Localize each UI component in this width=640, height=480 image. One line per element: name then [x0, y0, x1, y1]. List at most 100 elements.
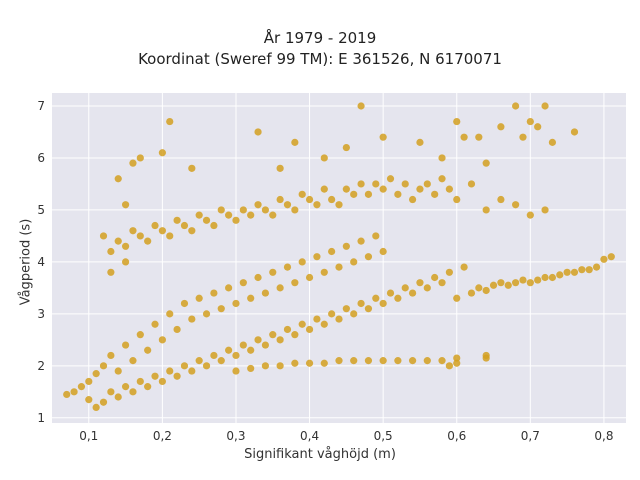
data-point: [276, 362, 284, 370]
data-point: [136, 331, 144, 339]
data-point: [335, 201, 343, 209]
data-point: [166, 232, 174, 240]
y-axis-label: Vågperiod (s): [18, 218, 34, 306]
data-point: [202, 362, 211, 370]
data-point: [144, 237, 152, 245]
data-point: [364, 190, 373, 198]
data-point: [320, 359, 328, 367]
data-point: [114, 175, 122, 183]
data-point: [188, 227, 196, 235]
data-point: [114, 237, 122, 245]
data-point: [512, 279, 520, 287]
data-point: [438, 357, 446, 365]
data-point: [254, 128, 262, 136]
data-point: [283, 201, 292, 209]
data-point: [497, 195, 505, 204]
data-point: [291, 331, 299, 339]
data-point: [416, 138, 424, 146]
y-tick-label: 6: [37, 151, 45, 165]
data-point: [305, 325, 314, 334]
data-point: [372, 180, 380, 188]
data-point: [526, 117, 534, 126]
y-tick-label: 4: [37, 255, 45, 269]
data-point: [247, 364, 255, 373]
data-point: [570, 268, 579, 276]
data-point: [438, 175, 446, 183]
data-point: [232, 299, 240, 308]
data-point: [335, 315, 343, 323]
data-point: [210, 289, 218, 297]
y-tick-label: 2: [37, 359, 45, 373]
data-point: [107, 351, 115, 360]
data-point: [121, 242, 130, 250]
data-point: [578, 266, 586, 274]
data-point: [453, 195, 461, 204]
x-tick-label: 0,6: [447, 429, 466, 443]
data-point: [335, 263, 343, 271]
data-point: [121, 341, 130, 349]
data-point: [225, 211, 233, 219]
data-point: [357, 180, 365, 188]
data-point: [519, 133, 527, 141]
data-point: [445, 268, 453, 276]
data-point: [342, 305, 350, 313]
data-point: [261, 362, 270, 370]
x-tick-label: 0,3: [226, 429, 245, 443]
data-point: [401, 284, 409, 292]
data-point: [225, 346, 233, 354]
data-point: [63, 390, 71, 399]
data-point: [99, 232, 108, 240]
data-point: [129, 388, 137, 396]
data-point: [269, 331, 277, 339]
data-point: [357, 299, 365, 308]
data-point: [232, 351, 240, 360]
data-point: [313, 201, 321, 209]
data-point: [99, 398, 108, 406]
data-point: [431, 273, 439, 282]
y-tick-label: 1: [37, 411, 45, 425]
data-point: [526, 211, 534, 219]
data-point: [136, 377, 144, 386]
data-point: [357, 237, 365, 245]
data-point: [504, 281, 512, 289]
data-point: [144, 346, 152, 354]
data-point: [247, 294, 255, 302]
data-point: [313, 253, 321, 261]
data-point: [239, 279, 247, 287]
grid-lines: [52, 93, 626, 423]
data-point: [350, 190, 358, 198]
data-point: [320, 185, 328, 193]
data-point: [592, 263, 601, 271]
data-point: [607, 253, 615, 261]
data-point: [379, 185, 387, 193]
data-point: [386, 175, 395, 183]
data-point: [107, 388, 115, 396]
data-point: [291, 138, 299, 146]
data-point: [335, 357, 343, 365]
data-point: [283, 263, 292, 271]
data-point: [534, 123, 542, 131]
data-point: [188, 315, 196, 323]
data-point: [541, 206, 549, 214]
data-point: [497, 279, 505, 287]
data-point: [453, 294, 461, 302]
data-point: [364, 305, 373, 313]
data-point: [431, 190, 439, 198]
data-point: [305, 359, 314, 367]
data-point: [121, 201, 130, 209]
data-point: [269, 211, 277, 219]
data-point: [276, 284, 284, 292]
data-point: [291, 206, 299, 214]
x-axis-label: Signifikant våghöjd (m): [244, 447, 396, 462]
data-point: [283, 325, 292, 334]
data-point: [556, 271, 564, 279]
y-tick-label: 3: [37, 307, 45, 321]
data-point: [475, 284, 483, 292]
data-point: [121, 258, 130, 266]
data-point: [526, 279, 534, 287]
data-point: [350, 357, 358, 365]
data-point: [328, 247, 336, 256]
data-point: [467, 180, 476, 188]
x-axis-ticks: 0,1 0,2 0,3 0,4 0,5 0,6 0,7 0,8: [79, 429, 613, 443]
data-point: [453, 359, 461, 367]
